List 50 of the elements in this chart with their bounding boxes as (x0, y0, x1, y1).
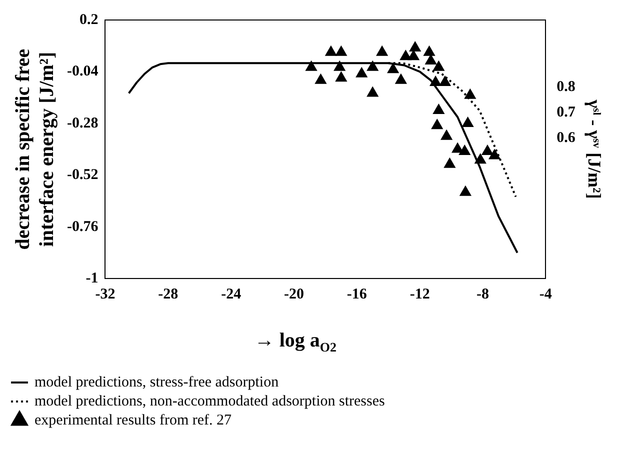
legend-label: model predictions, non-accommodated adsorption stresses (34, 393, 385, 410)
point (324, 45, 338, 56)
y-axis-title: decrease in specific free interface energy [J/m²] (12, 48, 58, 250)
point (305, 60, 318, 71)
x-tick-label: -24 (221, 286, 242, 302)
y2-axis-title: γˢˡ - γˢᵛ [J/m²] (584, 98, 605, 199)
y-tick-label: -0.28 (66, 115, 98, 132)
point (458, 144, 471, 155)
y-tick-label: -0.76 (66, 218, 99, 235)
point (314, 73, 327, 84)
point (464, 88, 476, 99)
point (394, 73, 408, 84)
point (432, 104, 445, 114)
y2-tick-label: 0.7 (556, 104, 576, 121)
y2-tick-label: 0.6 (556, 130, 576, 146)
point (409, 41, 422, 52)
point (429, 75, 442, 86)
y-tick-label: -0.52 (66, 167, 98, 184)
point (462, 116, 474, 127)
point (335, 71, 348, 82)
x-tick-label: -20 (284, 286, 304, 302)
x-tick-label: -8 (476, 286, 489, 302)
legend-label: experimental results from ref. 27 (34, 412, 232, 428)
x-tick-label: -12 (410, 286, 430, 302)
point (387, 62, 400, 74)
point (488, 148, 501, 160)
x-tick-label: -28 (158, 286, 178, 302)
y2-tick-label: 0.8 (556, 79, 576, 96)
point (431, 118, 444, 130)
point (335, 45, 348, 56)
point (440, 129, 453, 140)
x-tick-label: -16 (346, 286, 368, 302)
x-tick-label: -4 (539, 286, 552, 302)
point (481, 144, 494, 155)
point (356, 66, 368, 78)
y-tick-label: -1 (86, 270, 98, 286)
point (366, 86, 379, 97)
point (376, 45, 388, 56)
point (366, 60, 379, 71)
x-tick-label: -32 (95, 286, 116, 302)
point (459, 185, 472, 196)
point (432, 60, 445, 71)
point (334, 60, 346, 71)
point (438, 75, 452, 86)
y-tick-label: -0.04 (66, 64, 99, 80)
point (423, 45, 436, 56)
y-tick-label: 0.2 (79, 12, 98, 28)
legend-label: model predictions, stress-free adsorption (34, 374, 280, 390)
point (444, 157, 456, 168)
point (474, 153, 486, 164)
